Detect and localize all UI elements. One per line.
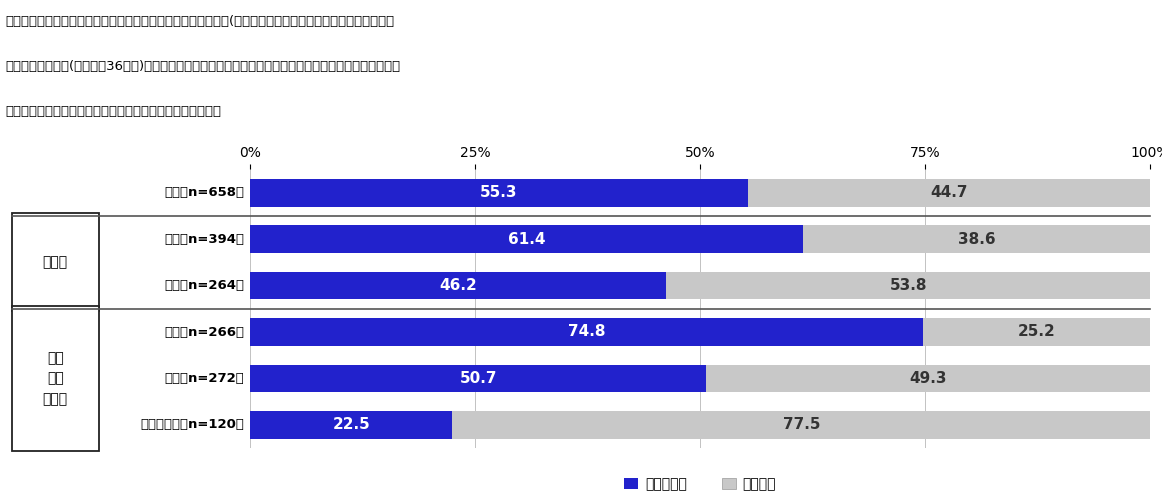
Bar [250, 411, 452, 439]
Bar [452, 411, 1150, 439]
Bar [250, 318, 924, 346]
Bar [666, 271, 1150, 299]
Text: ある【n=266】: ある【n=266】 [164, 326, 244, 339]
Text: 74.8: 74.8 [568, 325, 605, 340]
Text: との間で労使協定(いわゆる36協定)を結んでおくことが必要であることを知っているか　［単一回答形式］: との間で労使協定(いわゆる36協定)を結んでおくことが必要であることを知っている… [6, 60, 401, 73]
Bar [924, 318, 1150, 346]
Text: 77.5: 77.5 [783, 417, 820, 432]
Text: 49.3: 49.3 [910, 371, 947, 386]
Text: 女性【n=264】: 女性【n=264】 [164, 279, 244, 292]
Text: 男女別: 男女別 [43, 255, 67, 269]
Text: 労働
組合
有無別: 労働 組合 有無別 [43, 351, 67, 406]
Bar [706, 365, 1150, 392]
Text: 男性【n=394】: 男性【n=394】 [164, 233, 244, 246]
Bar [250, 225, 803, 253]
Bar [250, 271, 666, 299]
Bar [748, 179, 1150, 207]
Text: 53.8: 53.8 [889, 278, 927, 293]
Text: 50.7: 50.7 [459, 371, 497, 386]
Legend: 知っている, 知らない: 知っている, 知らない [618, 472, 782, 497]
Text: 38.6: 38.6 [957, 232, 996, 247]
Text: 25.2: 25.2 [1018, 325, 1056, 340]
Bar [250, 179, 748, 207]
Bar [250, 365, 706, 392]
Text: 44.7: 44.7 [931, 185, 968, 200]
Text: ない【n=272】: ない【n=272】 [164, 372, 244, 385]
Text: 会社が残業を命じるには、労働者の過半数を組織する労働組合(ない場合は、労働者の過半数を代表する者）: 会社が残業を命じるには、労働者の過半数を組織する労働組合(ない場合は、労働者の過… [6, 15, 395, 28]
Text: 46.2: 46.2 [439, 278, 476, 293]
Text: わからない【n=120】: わからない【n=120】 [141, 418, 244, 431]
Text: 55.3: 55.3 [480, 185, 517, 200]
Bar [803, 225, 1150, 253]
Text: 対象：正社員・正職員、契約社員・嘱託社員、派遣社員の人: 対象：正社員・正職員、契約社員・嘱託社員、派遣社員の人 [6, 105, 222, 118]
Text: 22.5: 22.5 [332, 417, 370, 432]
Text: 61.4: 61.4 [508, 232, 545, 247]
Text: 全体【n=658】: 全体【n=658】 [164, 186, 244, 199]
